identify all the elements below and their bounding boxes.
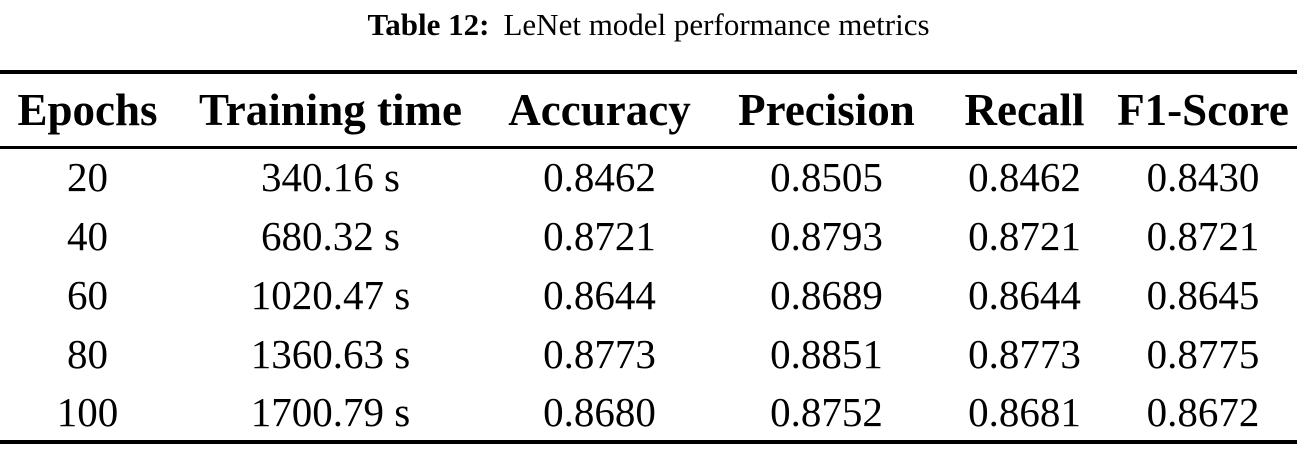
- cell-recall: 0.8681: [968, 388, 1081, 435]
- cell-epochs: 100: [56, 388, 119, 435]
- cell-precision: 0.8689: [770, 271, 883, 318]
- cell-training-time: 340.16 s: [261, 154, 400, 201]
- cell-training-time: 680.32 s: [261, 212, 400, 259]
- cell-precision: 0.8505: [770, 154, 883, 201]
- cell-f1-score: 0.8721: [1146, 212, 1260, 259]
- cell-accuracy: 0.8721: [543, 212, 656, 259]
- cell-epochs: 60: [67, 271, 108, 318]
- table-row: 40 680.32 s 0.8721 0.8793 0.8721 0.8721: [0, 206, 1297, 265]
- cell-epochs: 40: [67, 212, 108, 259]
- table-row: 60 1020.47 s 0.8644 0.8689 0.8644 0.8645: [0, 265, 1297, 324]
- cell-f1-score: 0.8645: [1146, 271, 1260, 318]
- performance-table: Epochs Training time Accuracy Precision …: [0, 70, 1297, 444]
- column-header-accuracy: Accuracy: [486, 72, 713, 149]
- table-caption-text: LeNet model performance metrics: [503, 7, 930, 42]
- cell-accuracy: 0.8773: [543, 330, 656, 377]
- table-row: 20 340.16 s 0.8462 0.8505 0.8462 0.8430: [0, 147, 1297, 206]
- column-header-epochs: Epochs: [0, 72, 175, 149]
- cell-epochs: 80: [67, 330, 108, 377]
- cell-f1-score: 0.8775: [1146, 330, 1260, 377]
- table-caption: Table 12: LeNet model performance metrics: [0, 2, 1297, 48]
- cell-precision: 0.8793: [770, 212, 883, 259]
- cell-f1-score: 0.8430: [1146, 154, 1260, 201]
- table-header: Epochs Training time Accuracy Precision …: [0, 72, 1297, 149]
- table-body: 20 340.16 s 0.8462 0.8505 0.8462 0.8430 …: [0, 147, 1297, 442]
- cell-precision: 0.8752: [770, 388, 883, 435]
- cell-training-time: 1700.79 s: [250, 388, 411, 435]
- cell-f1-score: 0.8672: [1146, 388, 1260, 435]
- column-header-precision: Precision: [713, 72, 940, 149]
- column-header-training-time: Training time: [175, 72, 486, 149]
- header-row: Epochs Training time Accuracy Precision …: [0, 72, 1297, 149]
- cell-recall: 0.8721: [968, 212, 1081, 259]
- cell-accuracy: 0.8462: [543, 154, 656, 201]
- cell-recall: 0.8462: [968, 154, 1081, 201]
- table-row: 80 1360.63 s 0.8773 0.8851 0.8773 0.8775: [0, 324, 1297, 383]
- cell-training-time: 1020.47 s: [250, 271, 411, 318]
- cell-precision: 0.8851: [770, 330, 883, 377]
- table-row: 100 1700.79 s 0.8680 0.8752 0.8681 0.867…: [0, 383, 1297, 442]
- cell-accuracy: 0.8680: [543, 388, 656, 435]
- cell-training-time: 1360.63 s: [250, 330, 411, 377]
- cell-recall: 0.8773: [968, 330, 1081, 377]
- cell-accuracy: 0.8644: [543, 271, 656, 318]
- column-header-f1-score: F1-Score: [1109, 72, 1297, 149]
- cell-epochs: 20: [67, 154, 108, 201]
- cell-recall: 0.8644: [968, 271, 1081, 318]
- table-caption-label: Table 12:: [367, 7, 490, 42]
- column-header-recall: Recall: [940, 72, 1109, 149]
